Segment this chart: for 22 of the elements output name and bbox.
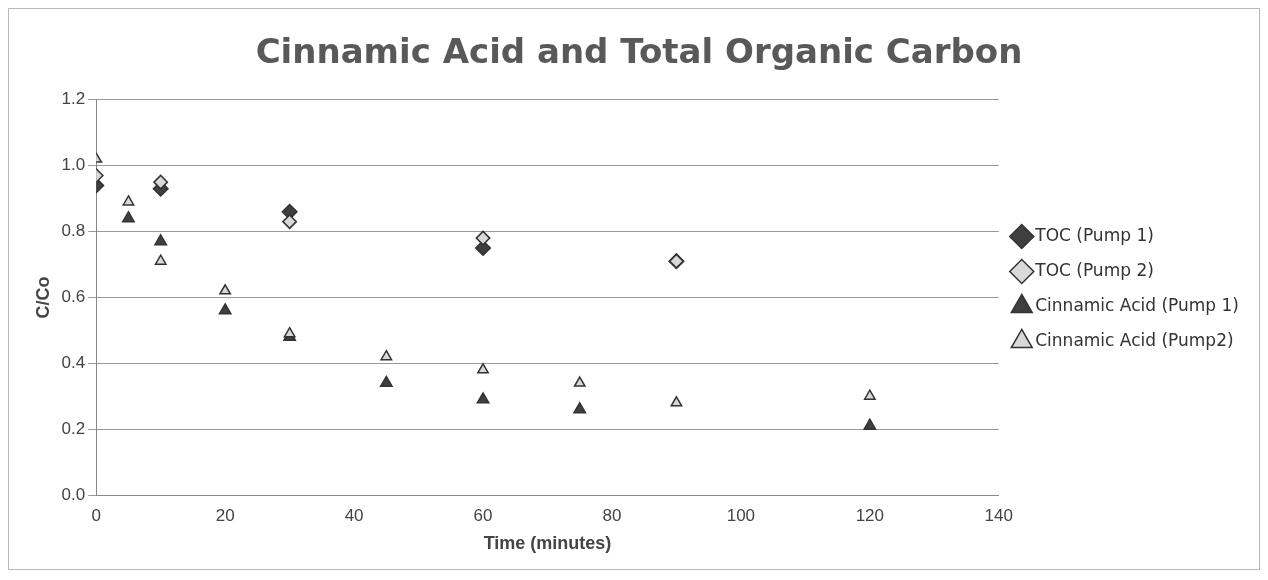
y-tick-label: 0.8 bbox=[61, 221, 86, 241]
chart-title: Cinnamic Acid and Total Organic Carbon bbox=[255, 31, 1023, 72]
legend-label: TOC (Pump 1) bbox=[1034, 224, 1154, 245]
y-tick-label: 1.0 bbox=[61, 155, 86, 175]
x-axis-title: Time (minutes) bbox=[483, 533, 612, 554]
y-axis-title: C/Co bbox=[32, 276, 53, 319]
y-tick-label: 0.4 bbox=[61, 352, 86, 372]
x-tick-label: 0 bbox=[91, 505, 101, 525]
y-tick-label: 0.0 bbox=[61, 484, 86, 504]
legend-label: TOC (Pump 2) bbox=[1034, 259, 1154, 280]
x-tick-label: 140 bbox=[984, 505, 1013, 525]
x-tick-label: 20 bbox=[215, 505, 235, 525]
y-tick-label: 1.2 bbox=[61, 89, 86, 109]
legend-label: Cinnamic Acid (Pump 1) bbox=[1035, 294, 1240, 315]
x-tick-label: 100 bbox=[726, 505, 756, 525]
y-tick-label: 0.2 bbox=[61, 418, 86, 438]
x-tick-label: 60 bbox=[473, 505, 493, 525]
x-tick-label: 40 bbox=[344, 505, 364, 525]
legend-label: Cinnamic Acid (Pump2) bbox=[1035, 329, 1234, 350]
x-tick-label: 80 bbox=[602, 505, 622, 525]
x-tick-label: 120 bbox=[855, 505, 885, 525]
y-tick-label: 0.6 bbox=[61, 287, 86, 307]
